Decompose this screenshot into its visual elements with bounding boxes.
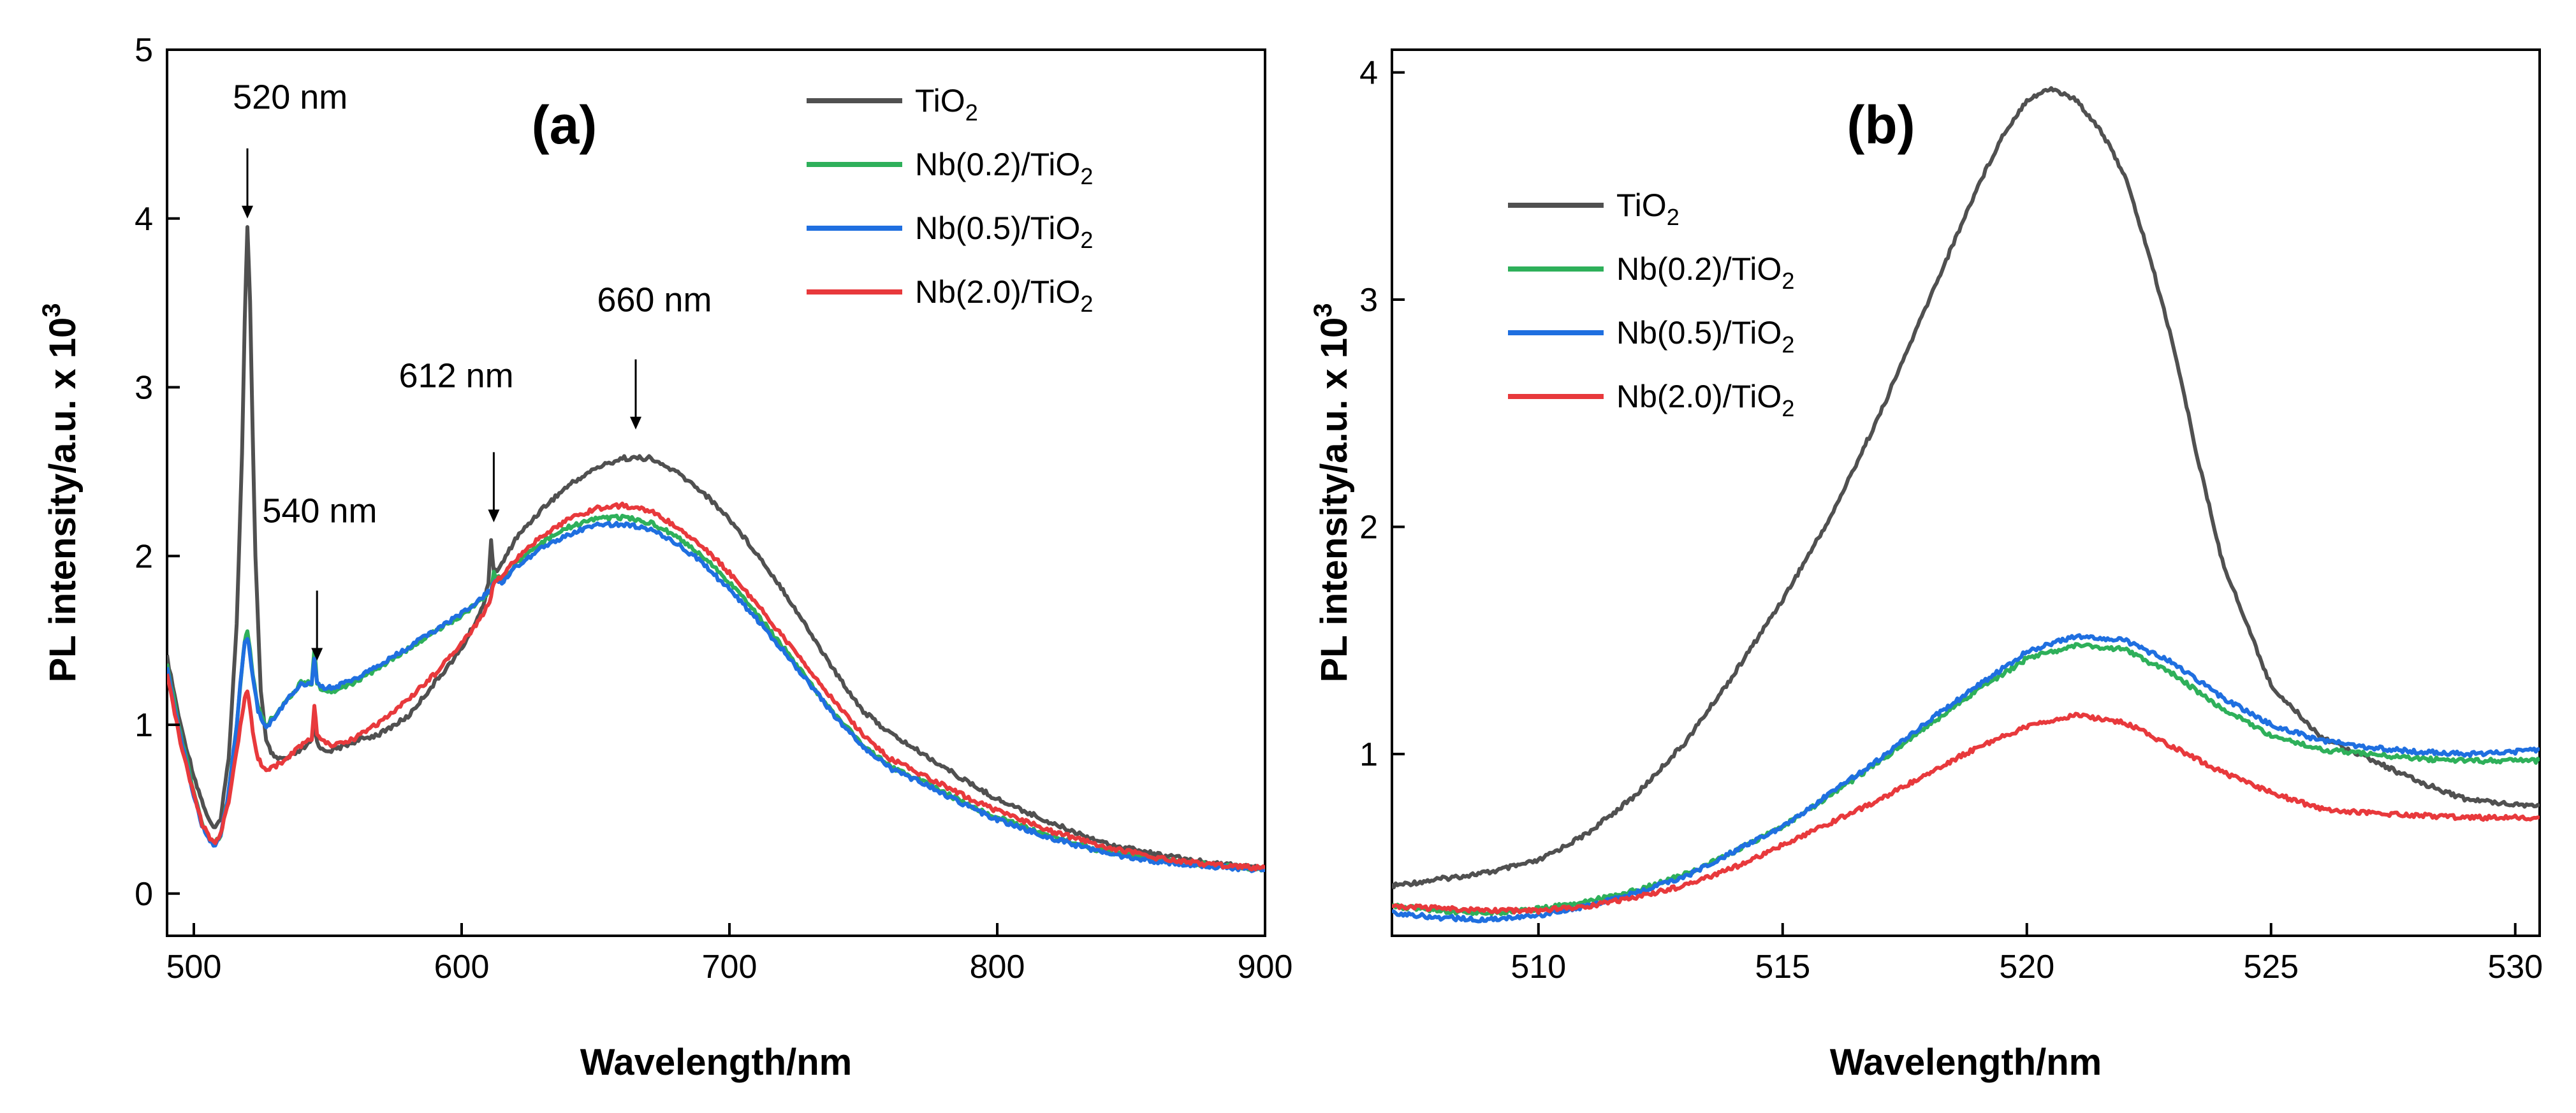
legend-label-a-2: Nb(0.5)/TiO2 (915, 210, 1093, 253)
x-tick-label-b-1: 515 (1755, 949, 1810, 986)
x-ticks-a: 500 600 700 800 900 (166, 923, 1293, 986)
legend-label-b-3: Nb(2.0)/TiO2 (1616, 379, 1794, 421)
series-line-a-0 (167, 225, 1265, 872)
legend-label-main-b-3: Nb(2.0)/TiO (1616, 379, 1782, 414)
panel-label-b: (b) (1847, 95, 1915, 155)
annotation-arrowhead-2 (488, 509, 500, 523)
legend-label-main-b-2: Nb(0.5)/TiO (1616, 315, 1782, 351)
x-axis-title-b: Wavelength/nm (1830, 1042, 2102, 1083)
y-tick-label-a-0: 0 (135, 876, 153, 913)
legend-label-sub-a-0: 2 (965, 99, 978, 126)
x-tick-label-b-0: 510 (1511, 949, 1566, 986)
x-ticks-b: 510 515 520 525 530 (1511, 923, 2543, 986)
legend-label-main-b-1: Nb(0.2)/TiO (1616, 251, 1782, 287)
annotation-label-0: 520 nm (233, 78, 348, 117)
panel-b: 510 515 520 525 530 1 2 3 4 (b) Wavelength/nm P… (1309, 48, 2543, 1083)
legend-label-sub-b-0: 2 (1667, 204, 1680, 230)
y-tick-label-a-1: 1 (135, 707, 153, 744)
x-tick-label-b-4: 530 (2487, 949, 2543, 986)
legend-label-a-1: Nb(0.2)/TiO2 (915, 147, 1093, 189)
annotation-label-1: 540 nm (262, 491, 377, 530)
plot-frame-a (166, 48, 1266, 937)
x-tick-label-a-2: 700 (702, 949, 757, 986)
annotation-arrowhead-0 (242, 205, 253, 219)
legend-label-main-a-3: Nb(2.0)/TiO (915, 274, 1080, 310)
series-line-a-2 (167, 521, 1265, 873)
y-axis-title-a: PL intensity/a.u. x 103 (38, 303, 84, 683)
x-tick-label-a-0: 500 (166, 949, 222, 986)
x-axis-title-a: Wavelength/nm (580, 1042, 852, 1083)
y-tick-label-b-0: 1 (1359, 736, 1378, 773)
series-line-b-0 (1392, 86, 2540, 890)
x-tick-label-a-4: 900 (1238, 949, 1293, 986)
y-axis-title-a-sup: 3 (38, 303, 66, 317)
annotation-label-2: 612 nm (399, 357, 514, 395)
series-line-b-3 (1392, 711, 2540, 915)
legend-label-main-a-2: Nb(0.5)/TiO (915, 210, 1080, 246)
y-tick-label-a-3: 3 (135, 370, 153, 407)
y-tick-label-a-5: 5 (135, 32, 153, 69)
y-tick-label-b-2: 3 (1359, 282, 1378, 319)
y-axis-title-b-main: PL intensity/a.u. x 10 (1314, 317, 1355, 683)
annotation-arrowhead-1 (311, 648, 323, 661)
legend-label-b-1: Nb(0.2)/TiO2 (1616, 251, 1794, 294)
series-lines-b (1392, 86, 2540, 924)
legend-label-sub-a-2: 2 (1080, 227, 1093, 253)
series-line-b-1 (1392, 642, 2540, 917)
annotations-a: 520 nm 540 nm 612 nm 660 nm (233, 78, 712, 661)
legend-label-a-0: TiO2 (915, 83, 978, 126)
legend-label-b-2: Nb(0.5)/TiO2 (1616, 315, 1794, 358)
y-axis-title-b: PL intensity/a.u. x 103 (1309, 303, 1355, 683)
y-tick-label-a-2: 2 (135, 538, 153, 575)
legend-label-main-a-1: Nb(0.2)/TiO (915, 147, 1080, 182)
y-ticks-b: 1 2 3 4 (1359, 55, 1405, 773)
annotation-label-3: 660 nm (597, 280, 712, 319)
panel-label-a: (a) (532, 95, 597, 155)
legend-label-sub-b-2: 2 (1782, 331, 1794, 358)
legend-label-main-a-0: TiO (915, 83, 965, 119)
y-tick-label-a-4: 4 (135, 201, 153, 238)
y-ticks-a: 0 1 2 3 4 5 (135, 32, 180, 913)
y-tick-label-b-1: 2 (1359, 509, 1378, 546)
y-tick-label-b-3: 4 (1359, 55, 1378, 92)
legend-label-main-b-0: TiO (1616, 187, 1667, 223)
x-tick-label-b-2: 520 (1999, 949, 2054, 986)
series-lines-a (167, 225, 1265, 873)
annotation-arrowhead-3 (630, 416, 641, 430)
x-tick-label-a-3: 800 (970, 949, 1025, 986)
legend-label-sub-b-1: 2 (1782, 268, 1794, 294)
panel-a: 500 600 700 800 900 0 1 2 3 4 5 520 nm 540 nm 612 n… (38, 32, 1292, 1083)
legend-label-b-0: TiO2 (1616, 187, 1680, 230)
y-axis-title-a-main: PL intensity/a.u. x 10 (42, 317, 84, 683)
series-line-a-3 (167, 501, 1265, 872)
x-tick-label-a-1: 600 (434, 949, 490, 986)
legend-label-sub-b-3: 2 (1782, 395, 1794, 421)
legend-label-sub-a-3: 2 (1080, 291, 1093, 317)
legend-label-sub-a-1: 2 (1080, 163, 1093, 189)
series-line-b-2 (1392, 633, 2540, 924)
plot-frame-b (1391, 48, 2541, 937)
y-axis-title-b-sup: 3 (1309, 303, 1337, 317)
x-tick-label-b-3: 525 (2243, 949, 2299, 986)
series-line-a-1 (167, 513, 1265, 873)
legend-label-a-3: Nb(2.0)/TiO2 (915, 274, 1093, 317)
